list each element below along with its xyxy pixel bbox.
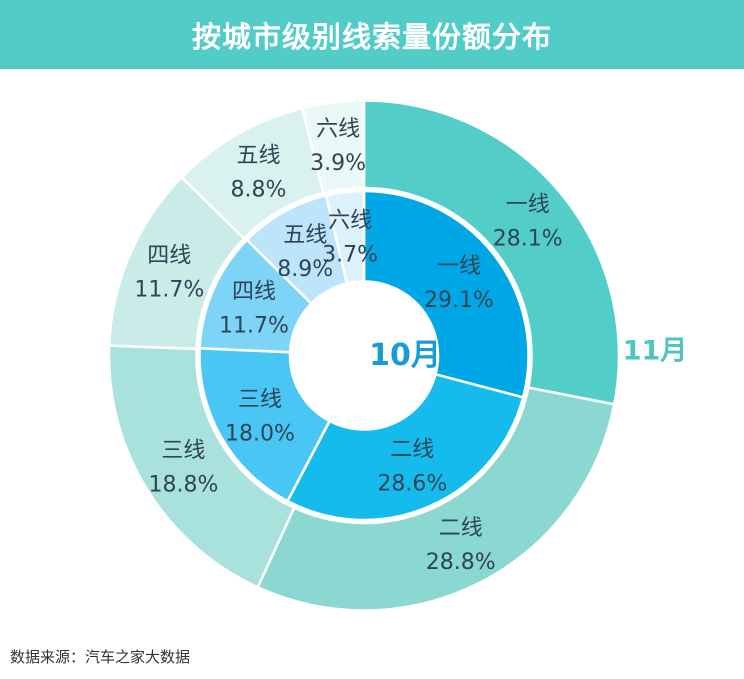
outer-ring-series-label: 11月 (622, 335, 688, 367)
inner-slice-六线 (324, 189, 366, 285)
inner-slice-label-五线: 五线 8.9% (277, 223, 333, 282)
inner-slice-label-一线: 一线 29.1% (424, 254, 494, 313)
inner-slice-一线 (362, 189, 530, 399)
outer-slice-label-一线: 一线 28.1% (493, 193, 563, 252)
inner-slice-label-三线: 三线 18.0% (225, 387, 295, 446)
outer-slice-六线 (300, 99, 366, 195)
outer-slice-二线 (256, 386, 616, 612)
data-source: 数据来源：汽车之家大数据 (10, 648, 191, 666)
outer-slice-label-五线: 五线 8.8% (231, 144, 287, 203)
inner-slice-label-二线: 二线 28.6% (377, 437, 447, 496)
outer-slice-一线 (362, 99, 621, 406)
inner-ring-series-label: 10月 (369, 338, 441, 373)
inner-slice-二线 (286, 373, 525, 522)
inner-slice-label-六线: 六线 3.7% (322, 208, 378, 267)
chart-title: 按城市级别线索量份额分布 (191, 19, 552, 54)
outer-slice-label-三线: 三线 18.8% (148, 439, 218, 498)
inner-slice-label-四线: 四线 11.7% (219, 280, 289, 339)
nested-donut-chart: 一线 29.1%二线 28.6%三线 18.0%四线 11.7%五线 8.9%六线 3.7%… (107, 99, 621, 612)
inner-slice-三线 (198, 347, 331, 503)
title-bar: 按城市级别线索量份额分布 (0, 0, 744, 69)
outer-slice-label-四线: 四线 11.7% (134, 244, 204, 303)
outer-slice-label-二线: 二线 28.8% (426, 516, 496, 575)
outer-slice-label-六线: 六线 3.9% (310, 117, 366, 176)
